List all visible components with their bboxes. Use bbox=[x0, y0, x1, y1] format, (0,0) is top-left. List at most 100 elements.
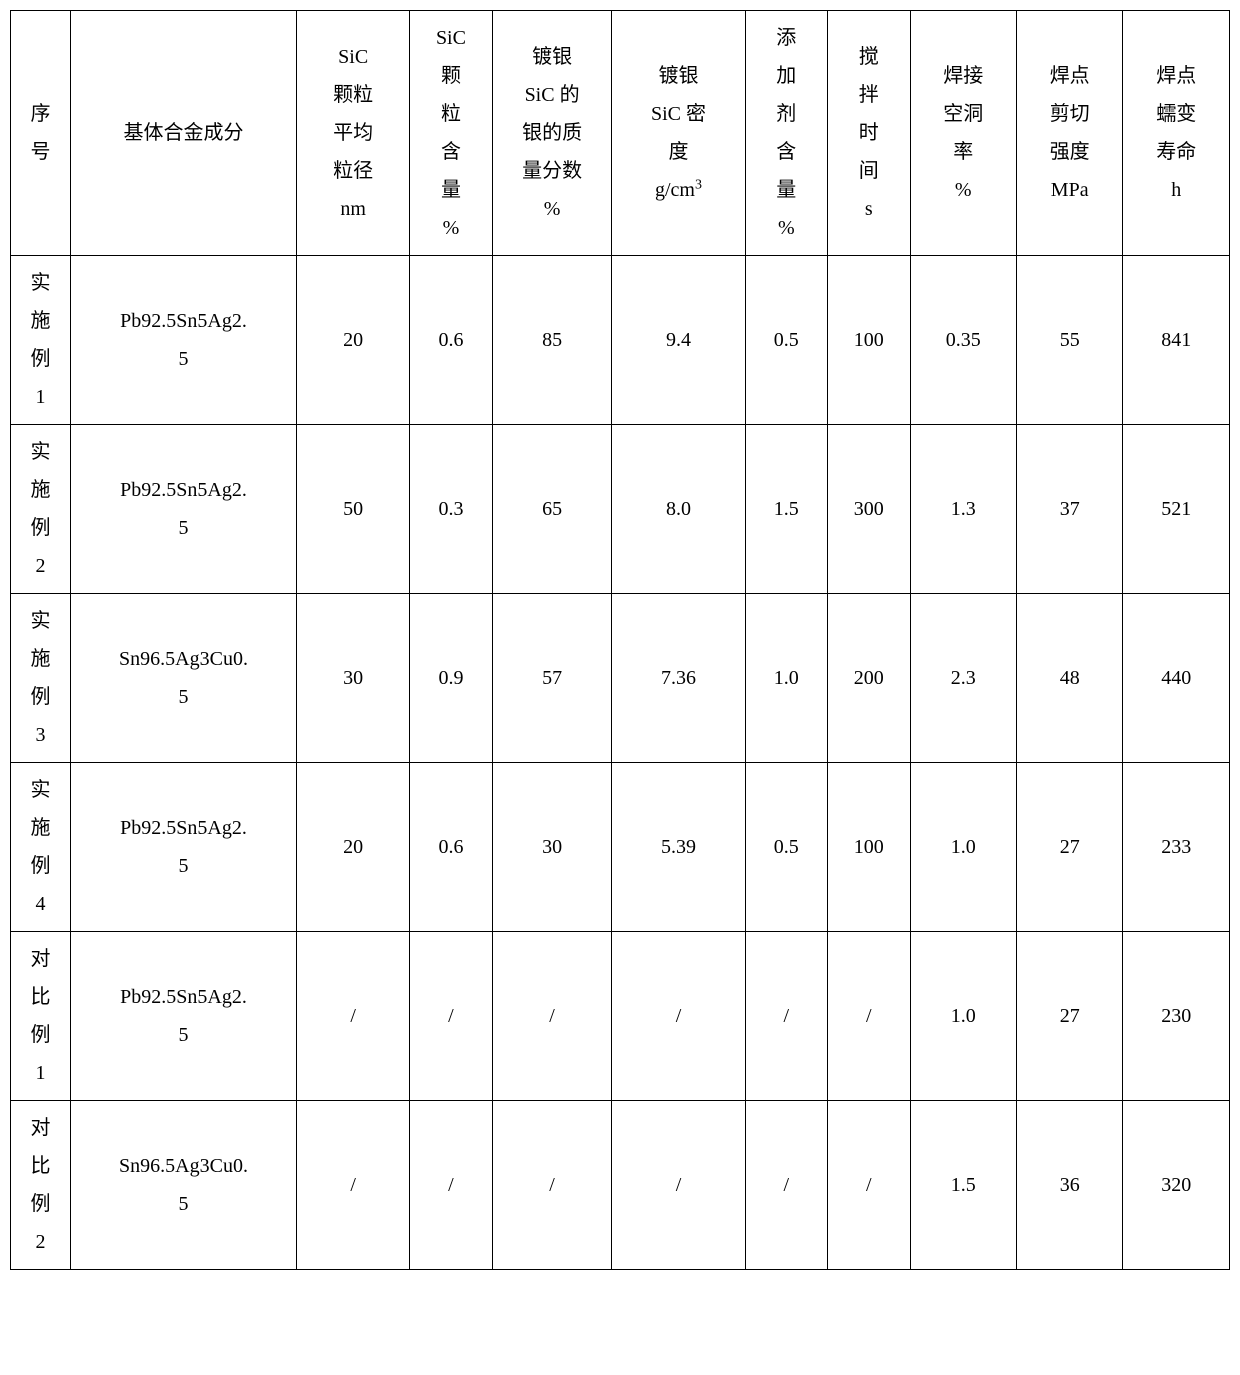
cell-stir-time: / bbox=[828, 1101, 910, 1270]
cell-alloy: Sn96.5Ag3Cu0.5 bbox=[70, 594, 296, 763]
header-text: 剂 bbox=[776, 103, 796, 125]
header-text: 银的质 bbox=[522, 122, 582, 144]
header-text: 蠕变 bbox=[1156, 103, 1196, 125]
header-text: 寿命 bbox=[1156, 141, 1196, 163]
table-row: 实施例3Sn96.5Ag3Cu0.5300.9577.361.02002.348… bbox=[11, 594, 1230, 763]
cell-void-rate: 1.0 bbox=[910, 763, 1016, 932]
cell-creep: 521 bbox=[1123, 425, 1230, 594]
cell-additive: / bbox=[745, 1101, 827, 1270]
cell-creep: 320 bbox=[1123, 1101, 1230, 1270]
header-text: nm bbox=[340, 198, 366, 220]
cell-stir-time: 300 bbox=[828, 425, 910, 594]
cell-alloy: Pb92.5Sn5Ag2.5 bbox=[70, 932, 296, 1101]
table-row: 实施例2Pb92.5Sn5Ag2.5500.3658.01.53001.3375… bbox=[11, 425, 1230, 594]
cell-shear: 55 bbox=[1016, 256, 1122, 425]
header-unit: g/cm3 bbox=[655, 179, 702, 201]
header-cell-ag-fraction: 镀银 SiC 的 银的质 量分数 % bbox=[492, 11, 612, 256]
cell-density: / bbox=[612, 1101, 745, 1270]
header-text: 镀银 bbox=[532, 46, 572, 68]
row-label: 实施例4 bbox=[11, 763, 71, 932]
header-text: SiC bbox=[338, 46, 368, 68]
cell-sic-size: 50 bbox=[297, 425, 410, 594]
header-text: MPa bbox=[1051, 179, 1089, 201]
header-cell-alloy: 基体合金成分 bbox=[70, 11, 296, 256]
cell-creep: 440 bbox=[1123, 594, 1230, 763]
table-row: 对比例1Pb92.5Sn5Ag2.5//////1.027230 bbox=[11, 932, 1230, 1101]
row-label: 实施例2 bbox=[11, 425, 71, 594]
header-text: % bbox=[443, 217, 460, 239]
cell-void-rate: 1.3 bbox=[910, 425, 1016, 594]
table-header: 序 号 基体合金成分 SiC 颗粒 平均 粒径 nm SiC 颗 粒 含 量 % bbox=[11, 11, 1230, 256]
cell-ag-fraction: 85 bbox=[492, 256, 612, 425]
header-cell-void-rate: 焊接 空洞 率 % bbox=[910, 11, 1016, 256]
header-text: 号 bbox=[30, 141, 50, 163]
header-text: % bbox=[955, 179, 972, 201]
header-text: 间 bbox=[859, 160, 879, 182]
cell-shear: 48 bbox=[1016, 594, 1122, 763]
cell-ag-fraction: / bbox=[492, 932, 612, 1101]
header-text: 度 bbox=[669, 141, 689, 163]
cell-additive: 0.5 bbox=[745, 256, 827, 425]
cell-void-rate: 2.3 bbox=[910, 594, 1016, 763]
unit-base: g/cm bbox=[655, 179, 695, 201]
table-row: 对比例2Sn96.5Ag3Cu0.5//////1.536320 bbox=[11, 1101, 1230, 1270]
header-cell-density: 镀银 SiC 密 度 g/cm3 bbox=[612, 11, 745, 256]
header-text: 量 bbox=[776, 179, 796, 201]
cell-sic-content: 0.6 bbox=[410, 256, 492, 425]
cell-additive: / bbox=[745, 932, 827, 1101]
table-row: 实施例1Pb92.5Sn5Ag2.5200.6859.40.51000.3555… bbox=[11, 256, 1230, 425]
cell-void-rate: 0.35 bbox=[910, 256, 1016, 425]
header-text: 颗粒 bbox=[333, 84, 373, 106]
row-label: 对比例2 bbox=[11, 1101, 71, 1270]
cell-shear: 27 bbox=[1016, 932, 1122, 1101]
row-label: 实施例1 bbox=[11, 256, 71, 425]
header-cell-sic-content: SiC 颗 粒 含 量 % bbox=[410, 11, 492, 256]
cell-density: 8.0 bbox=[612, 425, 745, 594]
cell-void-rate: 1.5 bbox=[910, 1101, 1016, 1270]
header-text: 强度 bbox=[1050, 141, 1090, 163]
cell-stir-time: 100 bbox=[828, 763, 910, 932]
header-text: 加 bbox=[776, 65, 796, 87]
header-text: % bbox=[544, 198, 561, 220]
header-text: s bbox=[865, 198, 873, 220]
cell-density: 5.39 bbox=[612, 763, 745, 932]
cell-sic-content: / bbox=[410, 932, 492, 1101]
header-cell-index: 序 号 bbox=[11, 11, 71, 256]
cell-ag-fraction: 30 bbox=[492, 763, 612, 932]
cell-sic-size: / bbox=[297, 932, 410, 1101]
cell-sic-size: 20 bbox=[297, 763, 410, 932]
header-text: 量 bbox=[441, 179, 461, 201]
header-text: 时 bbox=[859, 122, 879, 144]
cell-additive: 1.5 bbox=[745, 425, 827, 594]
header-text: 含 bbox=[441, 141, 461, 163]
header-text: 序 bbox=[30, 103, 50, 125]
cell-sic-size: 30 bbox=[297, 594, 410, 763]
cell-creep: 230 bbox=[1123, 932, 1230, 1101]
cell-ag-fraction: / bbox=[492, 1101, 612, 1270]
cell-additive: 1.0 bbox=[745, 594, 827, 763]
cell-sic-content: / bbox=[410, 1101, 492, 1270]
cell-sic-content: 0.6 bbox=[410, 763, 492, 932]
header-text: 搅 bbox=[859, 46, 879, 68]
cell-creep: 841 bbox=[1123, 256, 1230, 425]
header-text: 颗 bbox=[441, 65, 461, 87]
table-row: 实施例4Pb92.5Sn5Ag2.5200.6305.390.51001.027… bbox=[11, 763, 1230, 932]
header-text: 粒径 bbox=[333, 160, 373, 182]
cell-sic-content: 0.3 bbox=[410, 425, 492, 594]
cell-stir-time: 200 bbox=[828, 594, 910, 763]
cell-stir-time: / bbox=[828, 932, 910, 1101]
cell-density: 7.36 bbox=[612, 594, 745, 763]
unit-sup: 3 bbox=[695, 177, 702, 192]
header-text: 拌 bbox=[859, 84, 879, 106]
header-cell-creep: 焊点 蠕变 寿命 h bbox=[1123, 11, 1230, 256]
cell-alloy: Pb92.5Sn5Ag2.5 bbox=[70, 763, 296, 932]
header-text: 剪切 bbox=[1050, 103, 1090, 125]
header-text: % bbox=[778, 217, 795, 239]
cell-creep: 233 bbox=[1123, 763, 1230, 932]
row-label: 实施例3 bbox=[11, 594, 71, 763]
header-text: 粒 bbox=[441, 103, 461, 125]
header-text: 焊接 bbox=[943, 65, 983, 87]
header-text: 镀银 bbox=[659, 65, 699, 87]
cell-alloy: Pb92.5Sn5Ag2.5 bbox=[70, 256, 296, 425]
header-cell-additive: 添 加 剂 含 量 % bbox=[745, 11, 827, 256]
